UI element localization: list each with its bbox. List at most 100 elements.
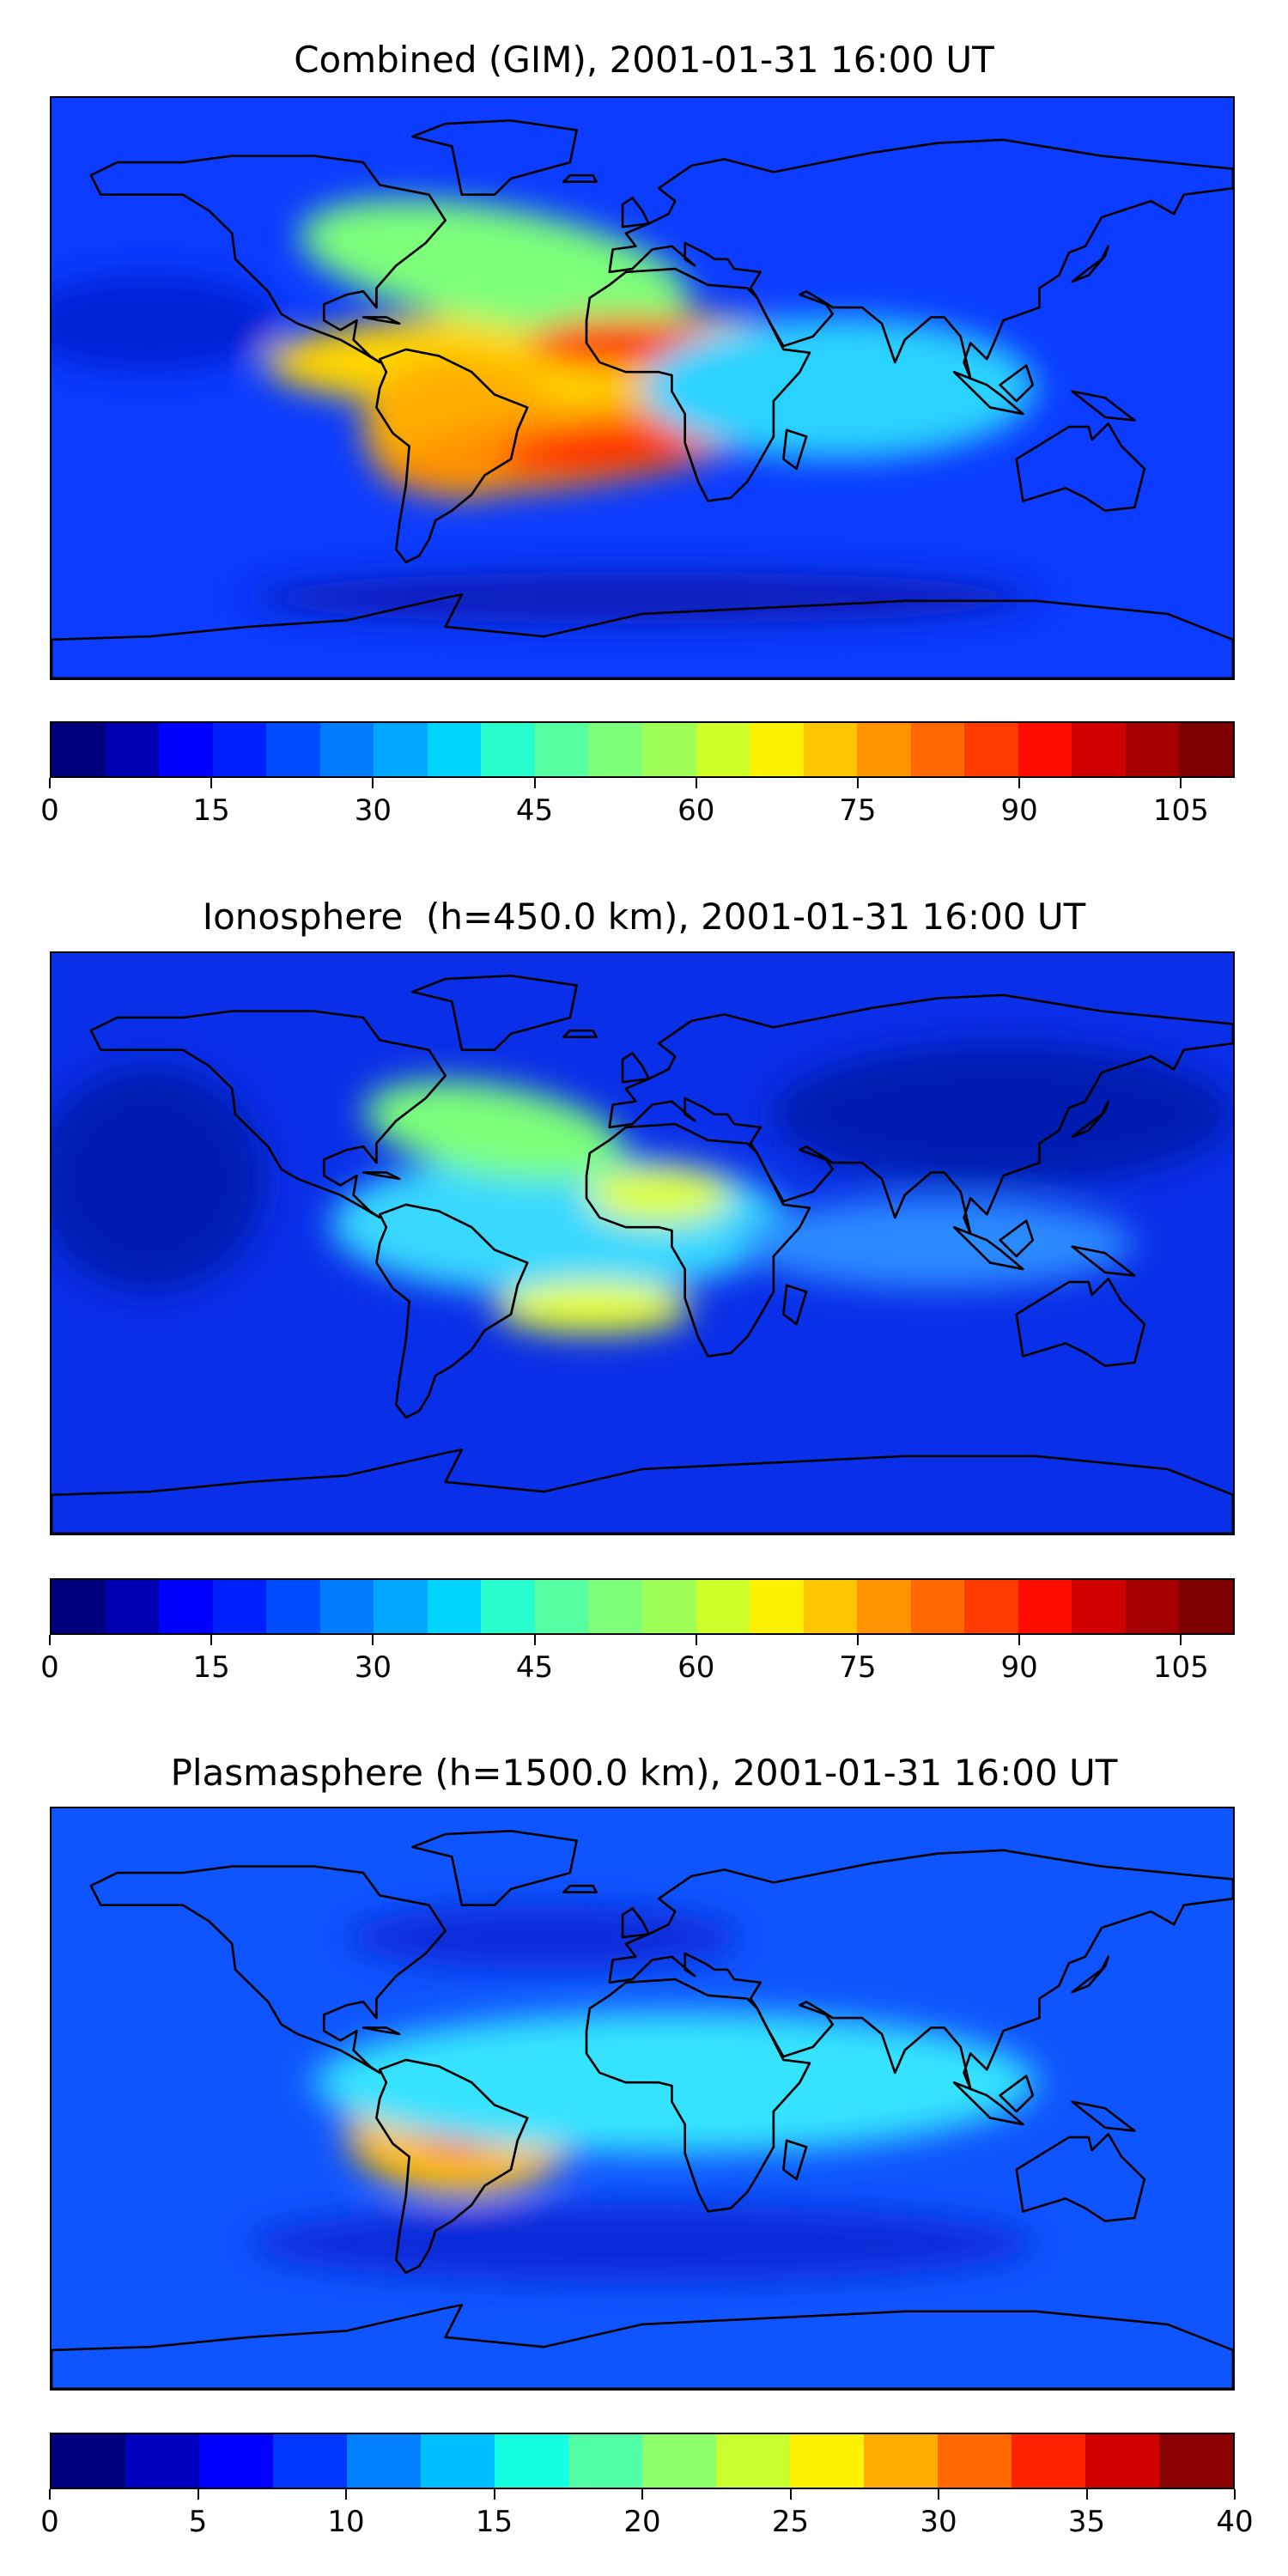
colorbar-segment — [964, 1580, 1018, 1633]
map-ionosphere — [50, 951, 1235, 1535]
colorbar-segment — [1125, 723, 1180, 776]
field-blob-4 — [52, 1066, 265, 1292]
map-ionosphere-svg — [52, 953, 1233, 1534]
field-blob-4 — [313, 2011, 1036, 2154]
colorbar-segment — [588, 723, 643, 776]
colorbar-tick-label: 45 — [515, 1650, 554, 1685]
colorbar-tick-mark — [49, 778, 51, 788]
coastline-australia — [1015, 2132, 1146, 2223]
colorbar-tick-label: 75 — [839, 1650, 877, 1685]
coastline-australia — [1015, 422, 1146, 513]
colorbar-tick-label: 35 — [1067, 2505, 1106, 2539]
colorbar-tick-mark — [210, 1635, 213, 1645]
coastline-new-guinea — [1071, 2100, 1136, 2132]
colorbar-segment — [427, 1580, 482, 1633]
coastline-greenland — [411, 1829, 578, 1906]
colorbar-tick-mark — [1180, 1635, 1182, 1645]
map-combined-svg — [52, 98, 1233, 678]
colorbar-tick-label: 15 — [192, 793, 230, 828]
colorbar-segment — [273, 2434, 347, 2488]
colorbar-segment — [319, 723, 374, 776]
colorbar-segment — [266, 723, 320, 776]
colorbar-tick-label: 105 — [1152, 793, 1209, 828]
colorbar-tick-mark — [372, 778, 374, 788]
field-blob-6 — [642, 317, 1036, 459]
field-blob-5 — [248, 2204, 1036, 2283]
colorbar-tick-mark — [372, 1635, 374, 1645]
colorbar-tick-mark — [49, 1635, 51, 1645]
colorbar-tick-mark — [1180, 778, 1182, 788]
colorbar-segment — [696, 723, 750, 776]
colorbar-segment — [696, 1580, 750, 1633]
field-blob-7 — [52, 275, 282, 373]
colorbar-ionosphere — [50, 1578, 1235, 1635]
map-combined — [50, 96, 1235, 680]
colorbar-tick-label: 25 — [771, 2505, 810, 2539]
colorbar-tick-mark — [856, 778, 859, 788]
coastline-antarctica — [52, 1449, 1233, 1534]
colorbar-tick-label: 30 — [920, 2505, 957, 2539]
map-plasmasphere — [50, 1807, 1235, 2391]
colorbar-segment — [199, 2434, 273, 2488]
colorbar-tick-label: 15 — [475, 2505, 513, 2539]
colorbar-segment — [803, 1580, 858, 1633]
colorbar-segment — [642, 2434, 716, 2488]
colorbar-segment — [481, 723, 535, 776]
field-blob-2 — [586, 1165, 732, 1224]
colorbar-segment — [374, 723, 428, 776]
colorbar-tick-mark — [49, 2489, 51, 2500]
colorbar-segment — [1072, 1580, 1126, 1633]
colorbar-segment — [421, 2434, 495, 2488]
colorbar-tick-label: 0 — [40, 1650, 59, 1685]
coastline-north-america — [89, 155, 447, 364]
coastline-africa — [585, 1122, 811, 1358]
coastline-madagascar — [782, 1284, 808, 1326]
coastline-south-america — [375, 2058, 529, 2275]
coastline-south-america — [375, 1203, 529, 1419]
colorbar-tick-mark — [210, 778, 213, 788]
coastline-south-america — [375, 348, 529, 564]
colorbar-segment — [534, 1580, 589, 1633]
colorbar-segment — [803, 723, 858, 776]
colorbar-tick-label: 40 — [1216, 2505, 1254, 2539]
colorbar-tick-mark — [641, 2489, 643, 2500]
colorbar-segment — [964, 723, 1018, 776]
coastline-antarctica — [52, 2304, 1233, 2389]
colorbar-segment — [212, 1580, 267, 1633]
coastline-uk — [621, 1052, 650, 1084]
coastline-iceland — [562, 173, 598, 183]
colorbar-combined — [50, 721, 1235, 778]
colorbar-ticks-combined: 0 15 30 45 60 75 90 105 — [40, 778, 1235, 829]
colorbar-segment — [1179, 723, 1234, 776]
coastline-eurasia — [608, 993, 1233, 1236]
colorbar-ticks-ionosphere: 0 15 30 45 60 75 90 105 — [40, 1635, 1235, 1686]
colorbar-tick-mark — [856, 1635, 859, 1645]
coastline-uk — [621, 197, 650, 228]
map-plasmasphere-svg — [52, 1808, 1233, 2389]
colorbar-segment — [642, 723, 696, 776]
coastline-iceland — [562, 1029, 598, 1038]
colorbar-segment — [495, 2434, 568, 2488]
colorbar-segment — [864, 2434, 938, 2488]
colorbar-tick-label: 20 — [623, 2505, 661, 2539]
colorbar-tick-mark — [1234, 2489, 1236, 2500]
field-blob-5 — [773, 1043, 1233, 1186]
coastline-eurasia — [608, 1849, 1233, 2091]
colorbar-segment — [125, 2434, 199, 2488]
colorbar-tick-mark — [533, 1635, 536, 1645]
colorbar-segment — [105, 723, 160, 776]
colorbar-segment — [105, 1580, 160, 1633]
coastline-north-america — [89, 1865, 447, 2075]
colorbar-tick-mark — [345, 2489, 347, 2500]
field-blob-3 — [300, 199, 690, 332]
coastline-north-america — [89, 1010, 447, 1219]
colorbar-tick-label: 10 — [327, 2505, 365, 2539]
colorbar-segment — [534, 723, 589, 776]
coastline-borneo — [999, 1219, 1035, 1258]
colorbar-tick-label: 0 — [40, 2505, 59, 2539]
field-blob-5 — [498, 425, 708, 474]
colorbar-tick-label: 105 — [1152, 1650, 1209, 1685]
colorbar-segment — [52, 1580, 106, 1633]
coastline-africa — [585, 267, 811, 502]
colorbar-tick-mark — [938, 2489, 939, 2500]
